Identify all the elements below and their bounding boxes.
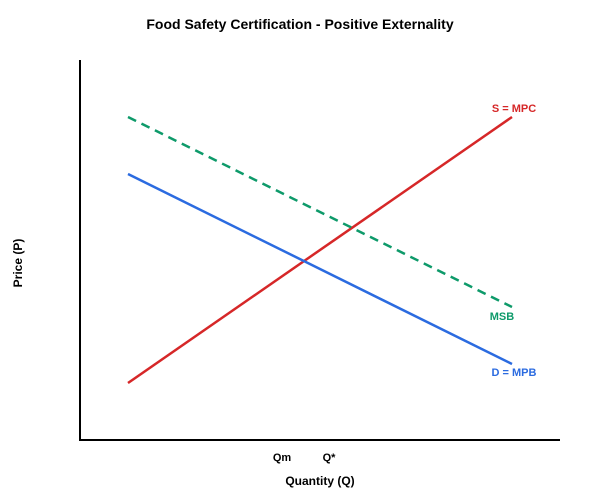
series-line-d-mpb xyxy=(127,172,513,366)
series-line-s-mpc xyxy=(127,115,513,385)
series-line-msb xyxy=(127,115,513,309)
y-axis-label: Price (P) xyxy=(11,239,25,288)
chart-title: Food Safety Certification - Positive Ext… xyxy=(146,16,454,32)
x-tick-label-qm: Qm xyxy=(273,452,292,464)
series-label-s-mpc: S = MPC xyxy=(492,103,536,115)
x-tick-label-qstar: Q* xyxy=(323,452,337,464)
series-label-msb: MSB xyxy=(490,311,515,323)
series-label-d-mpb: D = MPB xyxy=(492,367,537,379)
x-axis-label: Quantity (Q) xyxy=(285,474,354,488)
